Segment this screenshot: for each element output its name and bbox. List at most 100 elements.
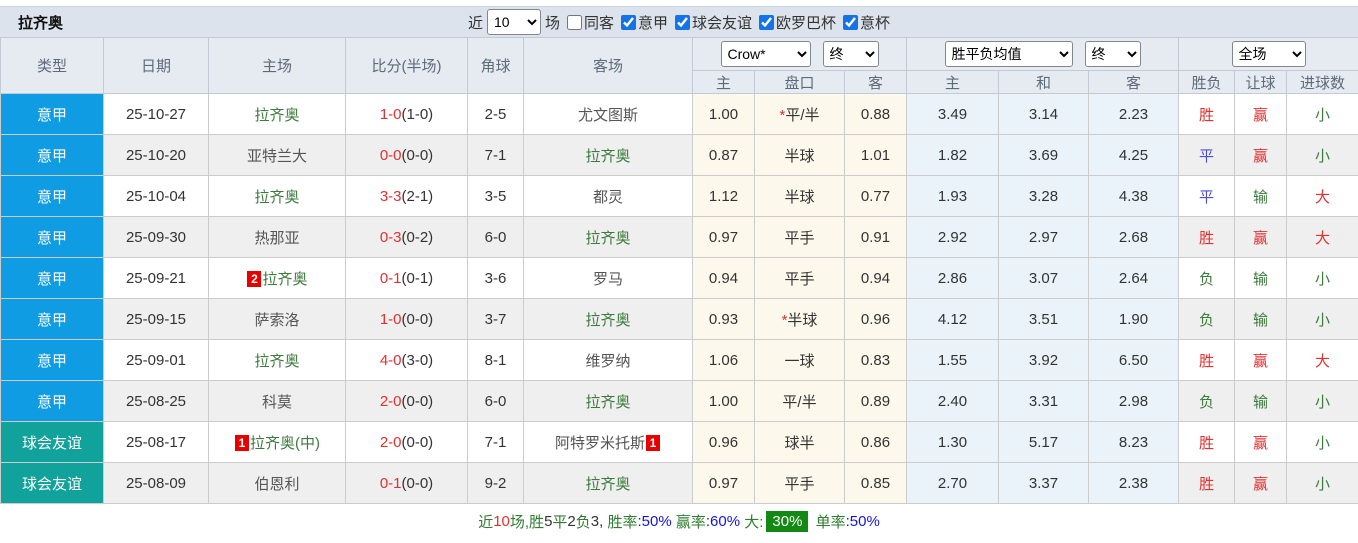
result-goals-cell: 大 xyxy=(1286,175,1358,217)
match-scope-select[interactable]: 全场 xyxy=(1231,41,1306,67)
sub-header-odds-away: 客 xyxy=(1087,70,1180,94)
result-handicap-cell: 赢 xyxy=(1234,421,1288,463)
matches-table: 类型 日期 主场 比分(半场) 角球 客场 Crow* 终 胜 xyxy=(0,37,1358,504)
league-filter-label: 意杯 xyxy=(860,14,891,32)
score-cell: 2-0(0-0) xyxy=(345,380,468,422)
scope-select-group: 全场 xyxy=(1178,37,1358,71)
league-filter[interactable]: 意杯 xyxy=(840,12,890,33)
score-cell: 1-0(1-0) xyxy=(345,93,468,135)
handicap-away-odds-cell: 0.91 xyxy=(844,216,907,258)
league-filter-checkbox[interactable] xyxy=(675,14,690,30)
filter-controls: 近 10 场 同客 意甲 球会友谊 欧罗巴杯 xyxy=(468,9,890,35)
handicap-line-text: 平手 xyxy=(784,475,815,493)
handicap-home-odds-cell: 1.06 xyxy=(692,339,755,381)
table-row: 意甲 25-08-25 科莫 2-0(0-0) 6-0 拉齐奥 1.00 平/半… xyxy=(0,380,1358,422)
sub-header-result-handicap: 让球 xyxy=(1234,70,1288,94)
result-handicap-cell: 赢 xyxy=(1234,134,1288,176)
recent-label: 近 xyxy=(467,14,483,32)
avg-odds-draw-cell: 5.17 xyxy=(998,421,1089,463)
handicap-home-odds-cell: 1.00 xyxy=(692,380,755,422)
league-filter-checkbox[interactable] xyxy=(843,14,859,30)
avg-odds-draw-cell: 3.69 xyxy=(998,134,1089,176)
avg-odds-draw-cell: 3.92 xyxy=(998,339,1089,381)
result-goals-cell: 小 xyxy=(1286,462,1358,504)
date-cell: 25-09-15 xyxy=(103,298,209,340)
same-venue-checkbox[interactable] xyxy=(566,14,582,30)
handicap-home-odds-cell: 1.12 xyxy=(692,175,755,217)
result-handicap-cell: 赢 xyxy=(1234,93,1288,135)
date-cell: 25-08-09 xyxy=(103,462,209,504)
handicap-away-odds-cell: 0.85 xyxy=(844,462,907,504)
score-cell: 4-0(3-0) xyxy=(345,339,468,381)
company-odds-time-select[interactable]: 终 xyxy=(822,41,879,67)
footer-segment: 平 xyxy=(552,514,568,531)
corner-cell: 3-7 xyxy=(467,298,524,340)
home-team-cell: 萨索洛 xyxy=(208,298,346,340)
footer-segment: 胜率 xyxy=(607,514,638,531)
league-filter[interactable]: 欧罗巴杯 xyxy=(756,12,836,33)
league-filter[interactable]: 球会友谊 xyxy=(672,12,752,33)
odds-company-select[interactable]: Crow* xyxy=(720,41,811,67)
recent-count-select[interactable]: 10 xyxy=(486,9,541,35)
corner-cell: 2-5 xyxy=(467,93,524,135)
avg-odds-home-cell: 3.49 xyxy=(906,93,999,135)
league-filter-checkbox[interactable] xyxy=(759,14,775,30)
avg-odds-away-cell: 1.90 xyxy=(1087,298,1180,340)
handicap-select-group: Crow* 终 xyxy=(692,37,907,71)
home-team-name: 伯恩利 xyxy=(254,475,300,493)
league-filter[interactable]: 意甲 xyxy=(618,12,668,33)
avg-odds-time-select[interactable]: 终 xyxy=(1084,41,1141,67)
same-venue-filter[interactable]: 同客 xyxy=(564,12,614,33)
sub-header-result-wdl: 胜负 xyxy=(1178,70,1236,94)
avg-odds-select[interactable]: 胜平负均值 xyxy=(944,41,1073,67)
home-team-cell: 科莫 xyxy=(208,380,346,422)
date-cell: 25-10-20 xyxy=(103,134,209,176)
result-goals-cell: 小 xyxy=(1286,298,1358,340)
away-team-cell: 拉齐奥 xyxy=(523,134,693,176)
handicap-line-cell: 球半 xyxy=(754,421,845,463)
footer-segment: 大: xyxy=(740,514,764,531)
matches-label: 场 xyxy=(544,14,560,32)
col-header-score: 比分(半场) xyxy=(345,37,468,94)
avg-odds-draw-cell: 3.07 xyxy=(998,257,1089,299)
handicap-home-odds-cell: 0.87 xyxy=(692,134,755,176)
footer-segment: 10 xyxy=(493,513,510,530)
avg-odds-draw-cell: 3.37 xyxy=(998,462,1089,504)
handicap-line-text: 平/半 xyxy=(785,106,820,124)
corner-cell: 9-2 xyxy=(467,462,524,504)
league-type-cell: 球会友谊 xyxy=(0,421,104,463)
handicap-home-odds-cell: 1.00 xyxy=(692,93,755,135)
away-team-cell: 罗马 xyxy=(523,257,693,299)
score-cell: 0-1(0-1) xyxy=(345,257,468,299)
league-type-cell: 意甲 xyxy=(0,298,104,340)
footer-segment: 近 xyxy=(478,514,494,531)
halftime-score: (0-0) xyxy=(401,474,434,492)
home-team-name: 拉齐奥 xyxy=(254,188,300,206)
league-filter-checkbox[interactable] xyxy=(620,14,636,30)
fulltime-score: 2-0 xyxy=(379,433,402,451)
away-team-cell: 拉齐奥 xyxy=(523,462,693,504)
footer-segment: :60% xyxy=(705,513,741,530)
score-cell: 0-0(0-0) xyxy=(345,134,468,176)
away-team-cell: 拉齐奥 xyxy=(523,216,693,258)
league-filter-label: 欧罗巴杯 xyxy=(776,14,837,32)
avg-odds-draw-cell: 3.28 xyxy=(998,175,1089,217)
away-team-cell: 都灵 xyxy=(523,175,693,217)
sub-header-result-goals: 进球数 xyxy=(1286,70,1358,94)
col-header-date: 日期 xyxy=(103,37,209,94)
summary-footer: 近 10 场,胜 5 平 2 负 3, 胜率 :50% 赢率 :60% 大: 3… xyxy=(0,504,1358,539)
handicap-home-odds-cell: 0.94 xyxy=(692,257,755,299)
handicap-line-text: 半球 xyxy=(784,188,815,206)
handicap-away-odds-cell: 0.77 xyxy=(844,175,907,217)
avg-odds-away-cell: 4.38 xyxy=(1087,175,1180,217)
away-team-name: 都灵 xyxy=(592,188,623,206)
corner-cell: 6-0 xyxy=(467,380,524,422)
corner-cell: 7-1 xyxy=(467,134,524,176)
handicap-home-odds-cell: 0.93 xyxy=(692,298,755,340)
table-row: 意甲 25-09-01 拉齐奥 4-0(3-0) 8-1 维罗纳 1.06 一球… xyxy=(0,339,1358,381)
footer-segment: 负 xyxy=(575,514,591,531)
away-rank-badge: 1 xyxy=(646,434,660,451)
handicap-away-odds-cell: 0.89 xyxy=(844,380,907,422)
home-team-name: 萨索洛 xyxy=(254,311,300,329)
handicap-away-odds-cell: 1.01 xyxy=(844,134,907,176)
